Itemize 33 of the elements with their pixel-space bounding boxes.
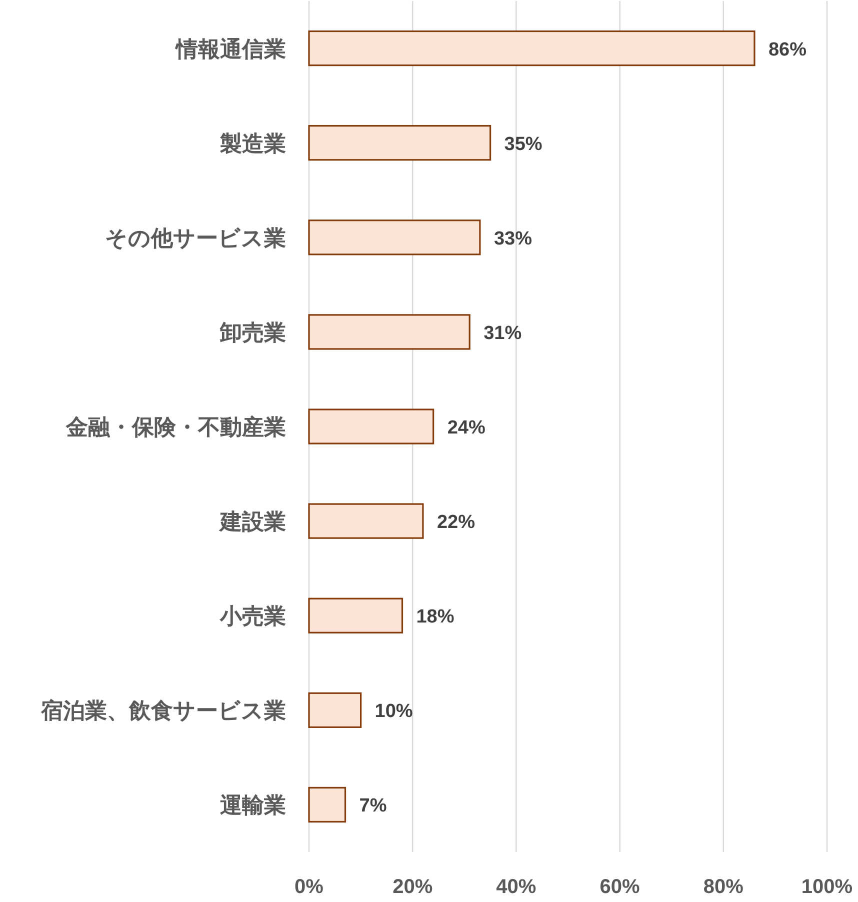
data-label: 18% [416, 606, 454, 628]
y-tick-label: 金融・保険・不動産業 [65, 414, 286, 440]
x-tick-label: 0% [294, 876, 324, 898]
x-tick-label: 20% [392, 876, 433, 898]
bar [308, 692, 362, 728]
data-label: 10% [374, 701, 413, 722]
data-label: 33% [494, 228, 532, 250]
x-tick-label: 60% [600, 876, 640, 898]
bar [308, 220, 481, 256]
x-tick-label: 80% [703, 876, 744, 898]
data-label: 24% [447, 418, 486, 438]
bar [308, 125, 492, 161]
bar [308, 314, 470, 350]
y-tick-label: 建設業 [218, 509, 286, 534]
y-tick-label: その他サービス業 [105, 225, 286, 250]
bar [308, 598, 404, 634]
bar [308, 408, 434, 444]
y-tick-label: 宿泊業、飲食サービス業 [40, 698, 286, 724]
data-label: 7% [359, 796, 387, 817]
y-tick-label: 製造業 [219, 130, 286, 156]
data-label: 22% [436, 512, 476, 534]
x-tick-label: 100% [801, 876, 853, 898]
bar [308, 30, 756, 66]
data-label: 31% [484, 322, 522, 344]
y-tick-label: 卸売業 [219, 320, 286, 345]
y-tick-label: 運輸業 [220, 792, 286, 818]
data-label: 35% [504, 134, 542, 155]
bar [308, 503, 424, 539]
y-tick-label: 情報通信業 [174, 36, 286, 62]
bar [308, 786, 346, 823]
data-label: 86% [768, 39, 807, 60]
y-tick-label: 小売業 [219, 604, 286, 629]
x-tick-label: 40% [496, 876, 536, 898]
